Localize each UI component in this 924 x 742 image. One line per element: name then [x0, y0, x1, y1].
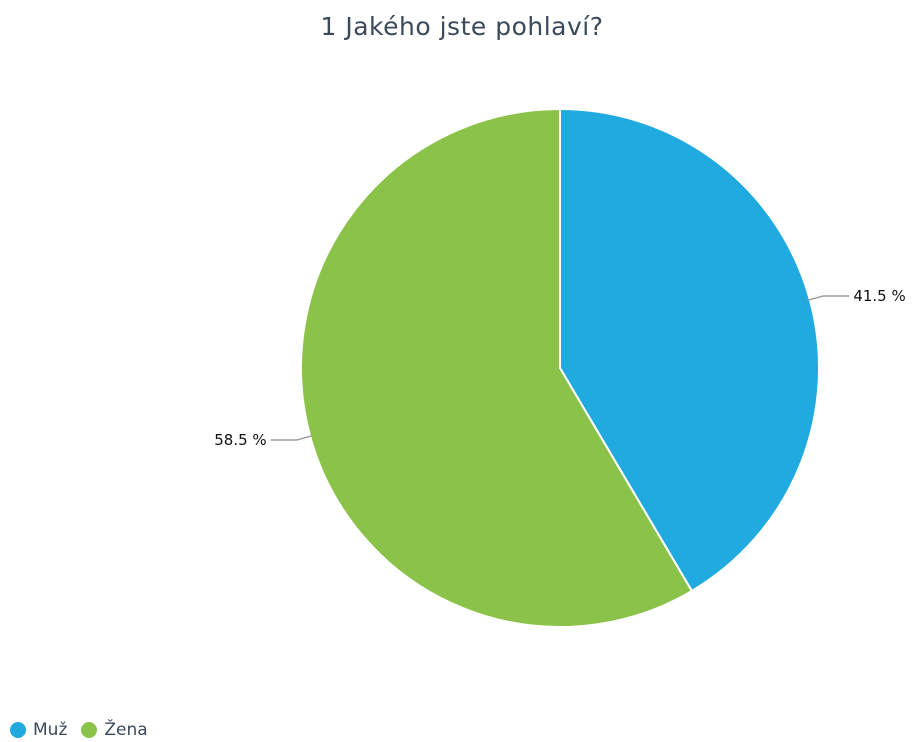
chart-title: 1 Jakého jste pohlaví? [320, 12, 604, 41]
legend-label-muz: Muž [33, 720, 68, 740]
label-connector-muz [807, 295, 850, 301]
data-label-zena: 58.5 % [214, 431, 266, 449]
legend-item-zena[interactable]: Žena [81, 720, 148, 740]
data-label-muz: 41.5 % [853, 287, 905, 305]
chart-legend: Muž Žena [10, 720, 162, 740]
legend-item-muz[interactable]: Muž [10, 720, 67, 740]
label-connector-zena [270, 435, 313, 441]
legend-dot-zena [81, 722, 98, 738]
legend-label-zena: Žena [104, 720, 148, 740]
legend-dot-muz [10, 722, 26, 738]
